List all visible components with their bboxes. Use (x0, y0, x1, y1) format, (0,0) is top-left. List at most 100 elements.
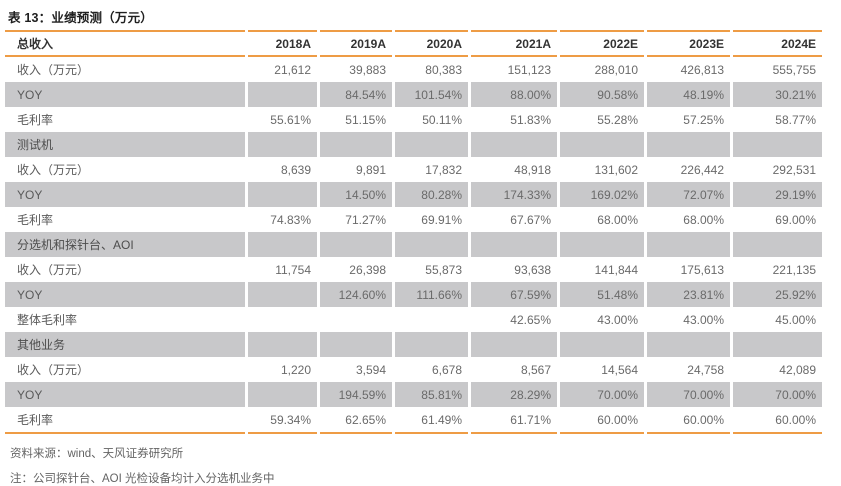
value-cell: 29.19% (733, 182, 822, 207)
value-cell (248, 282, 317, 307)
value-cell: 169.02% (560, 182, 644, 207)
value-cell (471, 332, 557, 357)
value-cell (733, 232, 822, 257)
value-cell: 124.60% (320, 282, 392, 307)
row-label-cell: 收入（万元） (17, 263, 90, 277)
value-cell: 84.54% (320, 82, 392, 107)
value-cell: 43.00% (683, 312, 724, 327)
value-cell: 141,844 (594, 262, 638, 277)
value-cell (395, 332, 468, 357)
header-cell-year: 2024E (733, 30, 822, 57)
value-cell: 51.48% (560, 282, 644, 307)
table-row: 测试机 (5, 132, 822, 157)
value-cell: 226,442 (680, 162, 724, 177)
value-cell: 85.81% (395, 382, 468, 407)
source-note: 资料来源：wind、天风证券研究所 (10, 448, 184, 460)
forecast-table: 总收入 2018A 2019A 2020A 2021A 2022E 2023E 2024E 收… (2, 30, 825, 434)
value-cell: 61.71% (471, 407, 557, 434)
value-cell (320, 132, 392, 157)
value-cell: 57.25% (683, 112, 724, 127)
row-label-cell: 收入（万元） (17, 163, 90, 177)
value-cell: 3,594 (355, 362, 386, 377)
value-cell: 6,678 (431, 362, 462, 377)
row-label-cell: YOY (5, 82, 245, 107)
value-cell: 101.54% (395, 82, 468, 107)
value-cell: 68.00% (597, 212, 638, 227)
value-cell (395, 132, 468, 157)
value-cell: 131,602 (594, 162, 638, 177)
value-cell: 70.00% (560, 382, 644, 407)
row-label-cell: 毛利率 (17, 213, 54, 227)
value-cell: 58.77% (775, 112, 816, 127)
header-cell-year: 2022E (560, 30, 644, 57)
value-cell: 51.15% (345, 112, 386, 127)
value-cell: 60.00% (647, 407, 730, 434)
value-cell: 8,567 (520, 362, 551, 377)
value-cell: 67.59% (471, 282, 557, 307)
table-row: 毛利率 74.83% 71.27% 69.91% 67.67% 68.00% 68.00% 6… (5, 207, 822, 232)
value-cell: 174.33% (471, 182, 557, 207)
value-cell: 67.67% (510, 212, 551, 227)
value-cell: 50.11% (422, 112, 462, 127)
row-label-cell: 收入（万元） (17, 63, 90, 77)
value-cell: 175,613 (680, 262, 724, 277)
value-cell: 111.66% (395, 282, 468, 307)
value-cell: 17,832 (425, 162, 462, 177)
value-cell: 88.00% (471, 82, 557, 107)
row-label-cell: 毛利率 (17, 113, 54, 127)
value-cell: 42.65% (510, 312, 551, 327)
table-body: 收入（万元） 21,612 39,883 80,383 151,123 288,010 42… (5, 57, 822, 434)
value-cell: 14.50% (320, 182, 392, 207)
table-row: 收入（万元） 11,754 26,398 55,873 93,638 141,844 175… (5, 257, 822, 282)
value-cell (248, 307, 317, 332)
value-cell: 69.91% (421, 212, 462, 227)
value-cell: 9,891 (355, 162, 386, 177)
value-cell: 80.28% (395, 182, 468, 207)
value-cell: 151,123 (507, 62, 551, 77)
header-cell-year: 2018A (248, 30, 317, 57)
header-cell-label: 总收入 (5, 30, 245, 57)
header-cell-year: 2019A (320, 30, 392, 57)
footnote: 注：公司探针台、AOI 光检设备均计入分选机业务中 (10, 473, 275, 485)
value-cell (248, 182, 317, 207)
value-cell (248, 82, 317, 107)
value-cell (560, 132, 644, 157)
table-row: 其他业务 (5, 332, 822, 357)
table-row: YOY 194.59% 85.81% 28.29% 70.00% 70.00% 70.00% (5, 382, 822, 407)
value-cell: 60.00% (733, 407, 822, 434)
value-cell: 292,531 (772, 162, 816, 177)
value-cell: 25.92% (733, 282, 822, 307)
table-row: 收入（万元） 8,639 9,891 17,832 48,918 131,602 226,4… (5, 157, 822, 182)
value-cell (248, 332, 317, 357)
header-cell-year: 2020A (395, 30, 468, 57)
section-label-cell: 分选机和探针台、AOI (5, 232, 245, 257)
row-label-cell: 整体毛利率 (17, 313, 78, 327)
value-cell (647, 132, 730, 157)
value-cell: 221,135 (772, 262, 816, 277)
value-cell: 194.59% (320, 382, 392, 407)
value-cell: 60.00% (560, 407, 644, 434)
value-cell: 30.21% (733, 82, 822, 107)
value-cell (733, 132, 822, 157)
value-cell: 288,010 (594, 62, 638, 77)
table-title: 表 13：业绩预测（万元） (8, 11, 153, 25)
value-cell: 39,883 (349, 62, 386, 77)
value-cell (395, 307, 468, 332)
value-cell (395, 232, 468, 257)
table-row: 分选机和探针台、AOI (5, 232, 822, 257)
row-label-cell: YOY (5, 382, 245, 407)
value-cell (320, 332, 392, 357)
value-cell (471, 232, 557, 257)
value-cell: 93,638 (514, 262, 551, 277)
value-cell: 48,918 (514, 162, 551, 177)
value-cell: 90.58% (560, 82, 644, 107)
value-cell (248, 382, 317, 407)
value-cell: 1,220 (280, 362, 311, 377)
section-label-cell: 测试机 (5, 132, 245, 157)
header-cell-year: 2021A (471, 30, 557, 57)
value-cell: 11,754 (275, 262, 311, 277)
value-cell: 23.81% (647, 282, 730, 307)
row-label-cell: YOY (5, 282, 245, 307)
value-cell: 43.00% (597, 312, 638, 327)
value-cell: 45.00% (775, 312, 816, 327)
